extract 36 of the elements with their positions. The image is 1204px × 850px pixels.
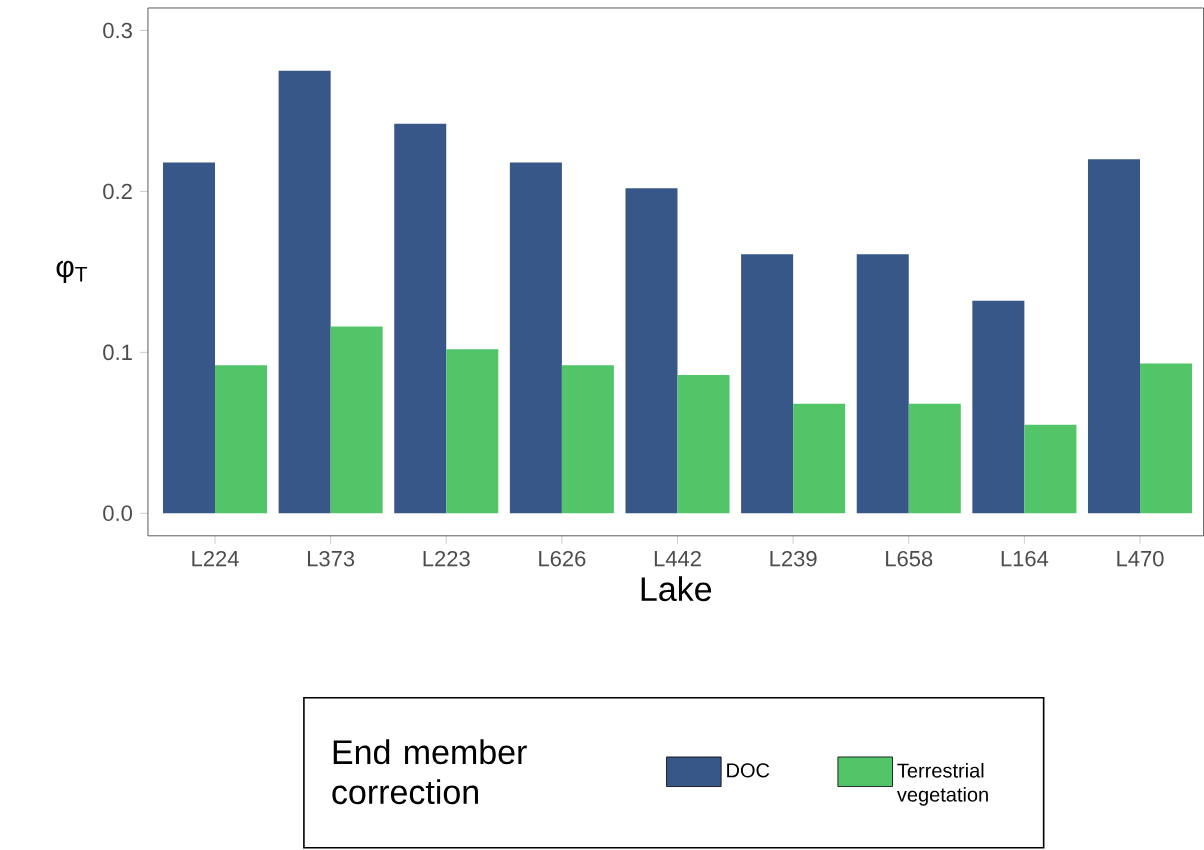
legend-label: Terrestrial vegetation: [896, 763, 988, 806]
bar: [793, 404, 846, 514]
bar: [1087, 159, 1141, 514]
x-tick-label: L658: [886, 551, 933, 567]
y-axis-title: φ$_{T}$: [56, 260, 88, 284]
bar: [330, 326, 383, 514]
x-tick-label: L223: [423, 551, 470, 567]
bar: [1140, 363, 1193, 514]
bar: [625, 188, 678, 514]
x-tick-label: L442: [654, 551, 701, 567]
x-tick-label: L164: [1001, 551, 1049, 567]
x-tick-label: L239: [770, 551, 817, 567]
y-tick-label: 0.3: [103, 22, 132, 39]
x-tick-label: L470: [1117, 551, 1164, 567]
x-tick-label: L373: [308, 551, 355, 567]
bar: [215, 365, 268, 514]
x-axis-title: Lake: [641, 576, 712, 602]
bar: [509, 162, 562, 514]
bar: [561, 365, 614, 514]
bar: [394, 123, 447, 514]
bar: [972, 301, 1025, 514]
legend-label: DOC: [727, 763, 770, 778]
bar: [741, 254, 794, 514]
y-tick-label: 0.0: [103, 505, 133, 522]
bar: [908, 404, 961, 514]
bar: [278, 70, 331, 514]
y-tick-label: 0.1: [103, 344, 132, 361]
y-tick-label: 0.2: [103, 183, 132, 200]
bar: [677, 375, 730, 514]
bar: [1024, 424, 1077, 514]
x-tick-label: L224: [192, 551, 239, 567]
bar: [446, 349, 499, 514]
x-tick-label: L626: [539, 551, 586, 567]
bar: [856, 254, 909, 514]
legend-title: End member correction: [332, 739, 527, 805]
bar: [162, 162, 216, 514]
